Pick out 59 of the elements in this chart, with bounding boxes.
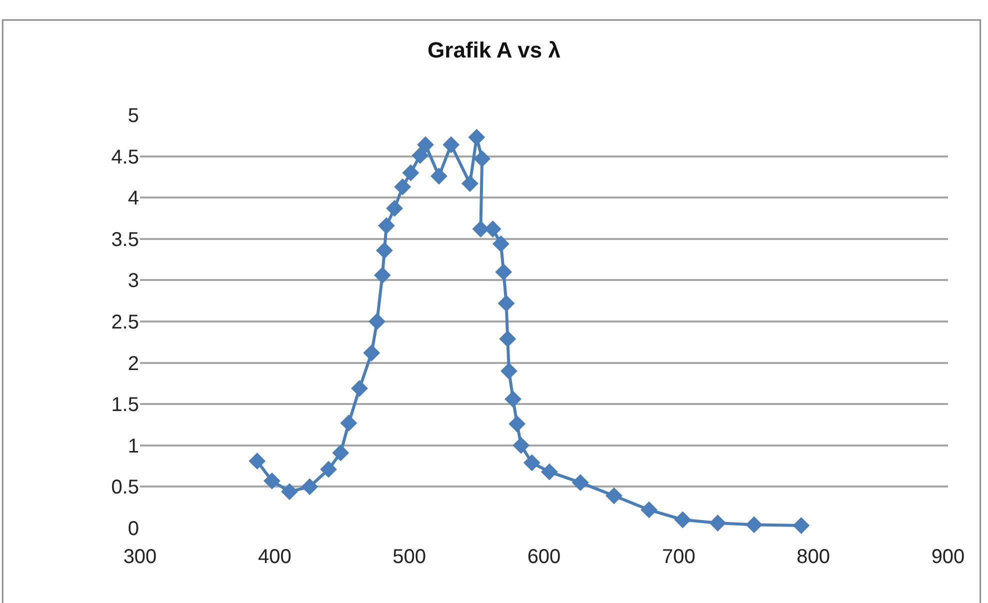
point (468, 128, 486, 146)
y-tick-label: 2 (128, 352, 139, 375)
y-tick-label: 1 (128, 435, 139, 458)
point (374, 266, 391, 284)
point (640, 501, 658, 518)
point (378, 217, 395, 234)
point (301, 478, 318, 496)
point (512, 436, 530, 454)
y-tick-label: 4 (128, 188, 139, 210)
point (340, 414, 358, 432)
point (572, 474, 589, 492)
point (320, 460, 337, 478)
point (540, 463, 558, 480)
point (376, 242, 393, 259)
x-tick-label: 300 (123, 546, 157, 568)
point (351, 380, 368, 397)
point (499, 330, 516, 348)
point (402, 164, 420, 182)
point (606, 487, 622, 504)
point (332, 444, 350, 462)
point (746, 516, 763, 534)
y-tick-label: 0 (128, 518, 139, 540)
point (792, 517, 810, 534)
point (504, 390, 522, 408)
point (461, 175, 478, 192)
y-tick-label: 4.5 (111, 146, 139, 168)
y-tick-label: 2.5 (111, 312, 139, 334)
point (498, 294, 515, 312)
point (709, 514, 726, 532)
y-tick-label: 0.5 (111, 476, 139, 499)
point (412, 147, 429, 164)
point (248, 452, 266, 470)
x-tick-label: 700 (662, 546, 696, 568)
point (430, 168, 448, 185)
y-tick-label: 3.5 (111, 228, 139, 251)
x-tick-label: 800 (796, 546, 830, 568)
point (442, 136, 460, 154)
y-tick-label: 5 (128, 105, 139, 127)
x-tick-label: 900 (931, 546, 965, 568)
x-tick-label: 600 (527, 546, 561, 568)
point (474, 150, 490, 168)
x-tick-label: 400 (258, 546, 292, 568)
point (386, 200, 403, 217)
point (508, 415, 526, 432)
point (674, 511, 692, 528)
point (368, 313, 386, 330)
x-tick-label: 500 (392, 546, 426, 568)
point (492, 235, 510, 252)
point (363, 344, 380, 362)
chart-title: Grafik A vs λ (428, 38, 560, 63)
point (394, 178, 412, 196)
point (500, 362, 518, 380)
point (417, 136, 434, 154)
y-tick-label: 3 (128, 270, 139, 292)
y-tick-label: 1.5 (111, 394, 139, 416)
point (264, 472, 280, 490)
point (523, 454, 540, 472)
point (281, 483, 298, 500)
point (495, 263, 512, 280)
